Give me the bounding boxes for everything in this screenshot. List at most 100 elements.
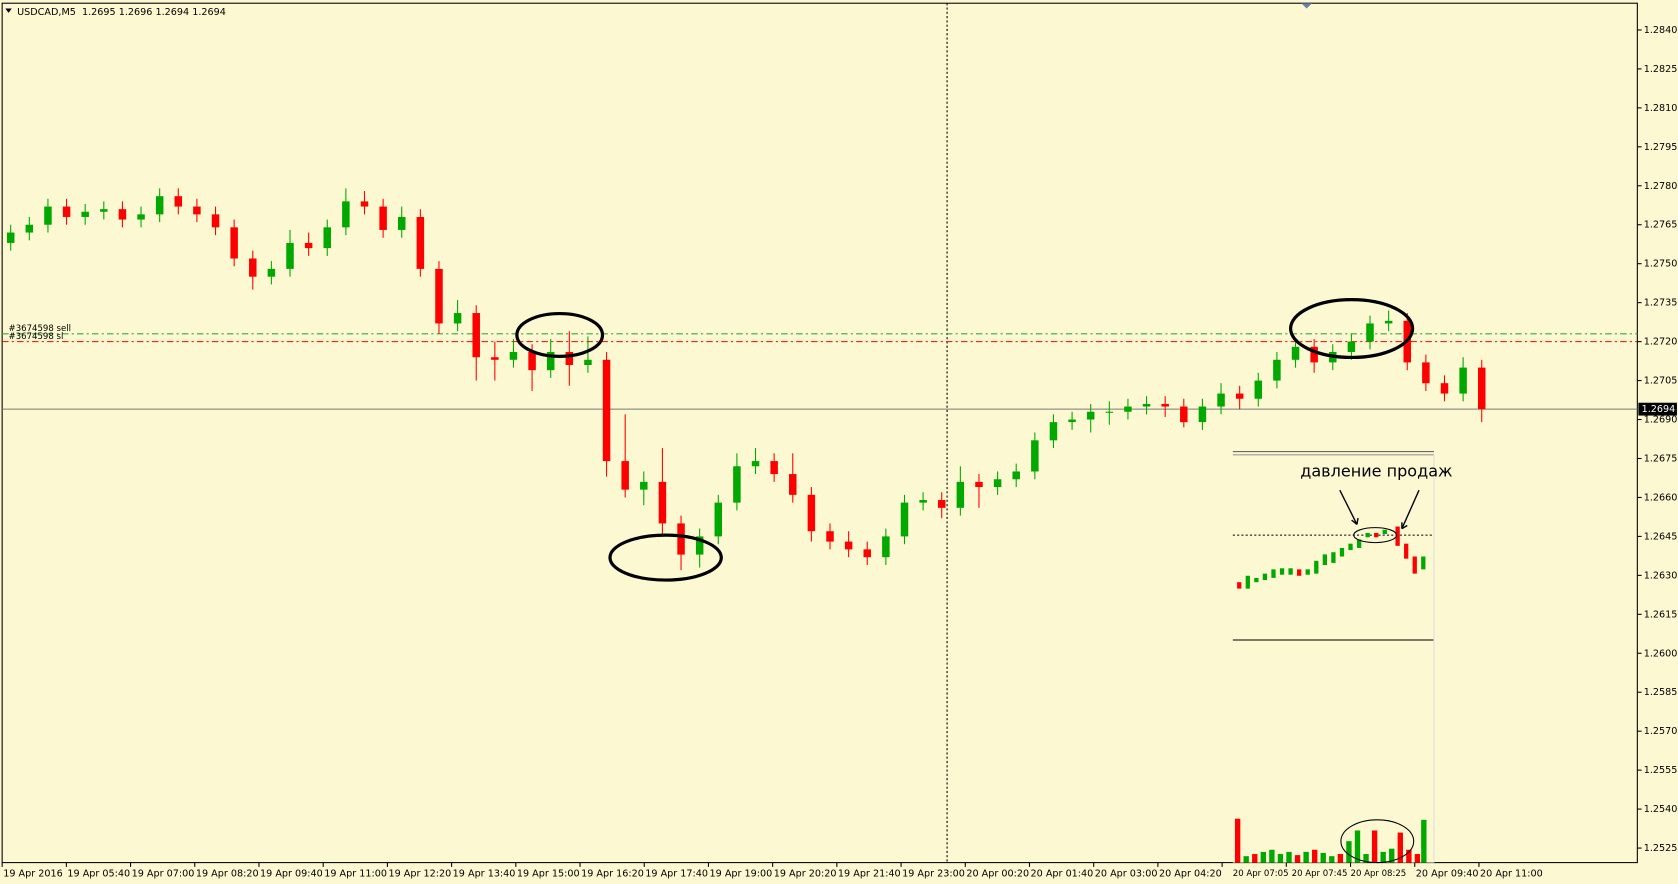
candle-body [1124, 406, 1132, 412]
y-tick-label: 1.2645 [1644, 531, 1678, 542]
candle-body [509, 352, 518, 360]
candle-body [695, 536, 704, 555]
candle-body [211, 214, 220, 228]
price-tag [1638, 402, 1677, 416]
candle-body [993, 479, 1002, 488]
inset-x-tick-label: 20 Apr 08:25 [1351, 869, 1407, 879]
y-tick-label: 1.2690 [1644, 415, 1678, 426]
candle-body [658, 481, 667, 524]
x-tick-label: 19 Apr 21:40 [838, 868, 901, 879]
inset-x-tick-label: 20 Apr 07:45 [1292, 869, 1348, 879]
candle-body [193, 206, 201, 215]
candle-body [81, 211, 89, 217]
candle-body [770, 461, 778, 475]
y-tick-label: 1.2660 [1644, 492, 1678, 503]
candle-body [323, 227, 331, 249]
x-tick-label: 19 Apr 08:20 [196, 868, 259, 879]
candle-body [1310, 346, 1318, 363]
candle-body [807, 494, 816, 532]
candle-body [379, 206, 387, 230]
y-tick-label: 1.2630 [1644, 570, 1678, 581]
candle-body [882, 536, 890, 558]
inset-volumes [1234, 818, 1427, 863]
y-axis: 1.2840 1.2825 1.2810 1.2795 1.2780 1.2765 1.27… [1, 25, 1678, 879]
hand-drawn-ellipse [1340, 819, 1415, 864]
y-tick-label: 1.2675 [1644, 453, 1678, 464]
plot-frame [1, 2, 1638, 864]
y-tick-label: 1.2765 [1644, 220, 1678, 231]
candle-body [1180, 406, 1188, 423]
x-tick-label: 19 Apr 13:40 [453, 868, 516, 879]
price-tag-label: 1.2694 [1642, 404, 1676, 415]
candle-body [1477, 367, 1486, 410]
hand-drawn-marks [515, 298, 1415, 582]
y-tick-label: 1.2735 [1644, 298, 1678, 309]
candle-body [435, 268, 443, 324]
inset-background [1232, 450, 1435, 863]
hand-drawn-ellipse [515, 311, 605, 358]
candle-body [137, 214, 145, 220]
candle-body [174, 196, 183, 207]
candle-body [1012, 471, 1020, 480]
x-tick-label: 19 Apr 16:20 [581, 868, 644, 879]
hand-drawn-ellipse [1353, 527, 1398, 544]
candle-body [1366, 323, 1374, 342]
candle-body [342, 201, 350, 228]
candle-body [1105, 411, 1114, 413]
candle-body [621, 461, 629, 490]
candle-body [1031, 440, 1039, 472]
candle-body [937, 500, 946, 508]
candle-body [44, 206, 52, 225]
inset-candles [1237, 526, 1426, 589]
candle-body [1384, 320, 1393, 324]
order-label: #3674598 sell [9, 324, 71, 334]
candle-body [62, 206, 71, 217]
y-tick-label: 1.2720 [1644, 337, 1678, 348]
candle-body [1068, 419, 1076, 423]
y-tick-label: 1.2810 [1644, 103, 1678, 114]
x-tick-label: 19 Apr 17:40 [645, 868, 708, 879]
y-tick-label: 1.2750 [1644, 259, 1678, 270]
x-tick-label: 19 Apr 05:40 [67, 868, 130, 879]
hand-drawn-ellipse [1288, 298, 1415, 360]
y-tick-label: 1.2780 [1644, 181, 1678, 192]
candle-body [1291, 346, 1300, 360]
inset: давление продаж [1232, 450, 1453, 864]
y-tick-label: 1.2705 [1644, 376, 1678, 387]
candle-body [1422, 362, 1430, 384]
candle-body [100, 209, 108, 212]
candle-body [1235, 393, 1244, 399]
candle-body [751, 461, 760, 467]
candle-body [118, 209, 127, 220]
candle-body [733, 466, 741, 503]
candle-body [25, 224, 34, 233]
x-tick-label: 20 Apr 00:20 [966, 868, 1029, 879]
x-tick-label: 20 Apr 03:00 [1095, 868, 1158, 879]
x-tick-label: 20 Apr 09:40 [1416, 868, 1479, 879]
candle-body [249, 258, 257, 277]
y-tick-label: 1.2795 [1644, 142, 1678, 153]
candle-body [602, 359, 611, 462]
y-tick-label: 1.2825 [1644, 64, 1678, 75]
candle-body [6, 232, 15, 243]
candle-body [230, 227, 238, 259]
candle-body [1440, 383, 1449, 394]
order-label: #3674598 sl [9, 332, 64, 342]
plot: #3674598 sell#3674598 sl [2, 188, 1638, 571]
chart-title: USDCAD,M5 1.2695 1.2696 1.2694 1.2694 [17, 7, 226, 18]
x-tick-label: 19 Apr 20:20 [774, 868, 837, 879]
candle-body [844, 541, 853, 550]
x-tick-label: 19 Apr 12:20 [388, 868, 451, 879]
arrow [1339, 489, 1420, 530]
shift-marker [1301, 3, 1313, 9]
candle-body [416, 216, 425, 269]
candle-body [1459, 367, 1467, 394]
x-tick-label: 19 Apr 07:00 [132, 868, 195, 879]
candle-body [1086, 411, 1095, 420]
annotation: давление продаж [1300, 461, 1452, 480]
candle-body [397, 216, 406, 230]
x-tick-label: 19 Apr 2016 [3, 868, 63, 879]
candle-body [714, 502, 723, 537]
inset-x-tick-label: 20 Apr 07:05 [1233, 869, 1289, 879]
